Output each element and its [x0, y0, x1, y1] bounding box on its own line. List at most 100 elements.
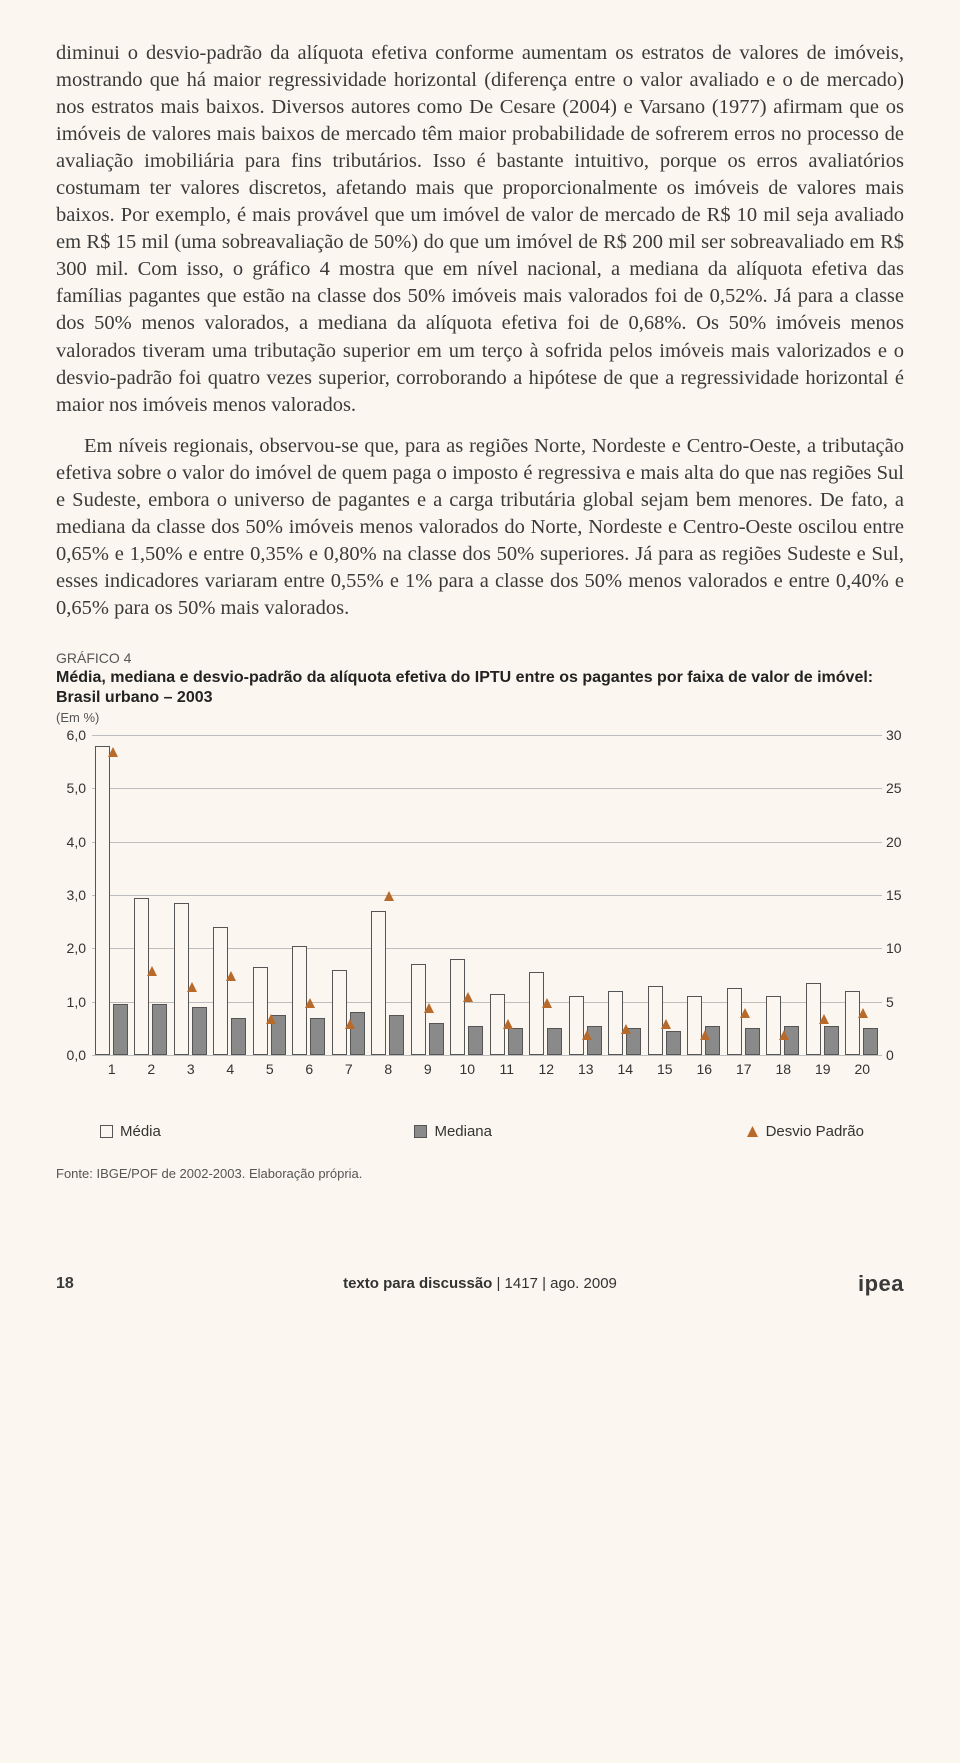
marker-desvio	[581, 1029, 591, 1039]
legend-swatch-desvio	[746, 1125, 759, 1138]
bar-mediana	[863, 1028, 878, 1055]
bar-mediana	[192, 1007, 207, 1055]
legend-swatch-media	[100, 1125, 113, 1138]
marker-desvio	[857, 1007, 867, 1017]
marker-desvio	[186, 981, 196, 991]
marker-desvio	[423, 1002, 433, 1012]
body-paragraph-2: Em níveis regionais, observou-se que, pa…	[56, 433, 904, 622]
legend-label-mediana: Mediana	[434, 1123, 492, 1140]
xtick: 1	[108, 1061, 116, 1077]
bar-media	[529, 972, 544, 1055]
bar-mediana	[389, 1015, 404, 1055]
legend-label-desvio: Desvio Padrão	[766, 1123, 864, 1140]
footer-center-text: texto para discussão | 1417 | ago. 2009	[343, 1275, 617, 1292]
chart-legend: Média Mediana Desvio Padrão	[56, 1117, 904, 1140]
ytick-right: 25	[886, 780, 916, 796]
xtick: 16	[696, 1061, 712, 1077]
xtick: 6	[305, 1061, 313, 1077]
bar-media	[845, 991, 860, 1055]
xtick: 7	[345, 1061, 353, 1077]
footer-series-title: texto para discussão	[343, 1275, 492, 1292]
xtick: 9	[424, 1061, 432, 1077]
page-number: 18	[56, 1275, 116, 1293]
chart-title: Média, mediana e desvio-padrão da alíquo…	[56, 668, 904, 708]
marker-desvio	[660, 1018, 670, 1028]
legend-media: Média	[100, 1123, 161, 1140]
xtick: 19	[815, 1061, 831, 1077]
marker-desvio	[778, 1029, 788, 1039]
marker-desvio	[383, 890, 393, 900]
marker-desvio	[225, 970, 235, 980]
legend-swatch-mediana	[414, 1125, 427, 1138]
chart-unit: (Em %)	[56, 710, 904, 725]
bar-media	[569, 996, 584, 1055]
bar-media	[95, 746, 110, 1055]
xtick: 3	[187, 1061, 195, 1077]
ytick-right: 15	[886, 887, 916, 903]
marker-desvio	[107, 746, 117, 756]
marker-desvio	[818, 1013, 828, 1023]
ytick-right: 10	[886, 940, 916, 956]
bar-mediana	[547, 1028, 562, 1055]
chart-label: GRÁFICO 4	[56, 650, 904, 666]
body-paragraph-1: diminui o desvio-padrão da alíquota efet…	[56, 40, 904, 419]
bar-mediana	[231, 1018, 246, 1055]
chart-container: 1234567891011121314151617181920 0,001,05…	[56, 735, 904, 1105]
legend-label-media: Média	[120, 1123, 161, 1140]
bar-mediana	[745, 1028, 760, 1055]
chart-x-axis: 1234567891011121314151617181920	[92, 1061, 882, 1083]
ytick-right: 0	[886, 1047, 916, 1063]
xtick: 13	[578, 1061, 594, 1077]
xtick: 17	[736, 1061, 752, 1077]
xtick: 15	[657, 1061, 673, 1077]
xtick: 11	[499, 1061, 514, 1077]
xtick: 20	[854, 1061, 870, 1077]
marker-desvio	[304, 997, 314, 1007]
bar-media	[727, 988, 742, 1055]
xtick: 14	[617, 1061, 633, 1077]
bar-mediana	[429, 1023, 444, 1055]
bar-mediana	[113, 1004, 128, 1055]
bar-mediana	[310, 1018, 325, 1055]
ytick-left: 1,0	[56, 994, 86, 1010]
marker-desvio	[462, 991, 472, 1001]
ytick-left: 2,0	[56, 940, 86, 956]
ytick-left: 0,0	[56, 1047, 86, 1063]
marker-desvio	[541, 997, 551, 1007]
bar-mediana	[824, 1026, 839, 1055]
chart-bars-layer	[92, 735, 882, 1055]
footer-issue: | 1417 | ago. 2009	[492, 1275, 617, 1292]
xtick: 4	[226, 1061, 234, 1077]
ytick-right: 5	[886, 994, 916, 1010]
xtick: 12	[538, 1061, 554, 1077]
marker-desvio	[344, 1018, 354, 1028]
xtick: 8	[384, 1061, 392, 1077]
bar-media	[174, 903, 189, 1055]
marker-desvio	[699, 1029, 709, 1039]
marker-desvio	[265, 1013, 275, 1023]
ytick-left: 3,0	[56, 887, 86, 903]
legend-desvio: Desvio Padrão	[746, 1123, 864, 1140]
bar-media	[766, 996, 781, 1055]
page-footer: 18 texto para discussão | 1417 | ago. 20…	[0, 1181, 960, 1325]
chart-source: Fonte: IBGE/POF de 2002-2003. Elaboração…	[56, 1166, 904, 1181]
bar-media	[253, 967, 268, 1055]
ytick-left: 5,0	[56, 780, 86, 796]
ytick-right: 20	[886, 834, 916, 850]
bar-mediana	[152, 1004, 167, 1055]
xtick: 10	[459, 1061, 475, 1077]
bar-media	[332, 970, 347, 1055]
xtick: 5	[266, 1061, 274, 1077]
xtick: 18	[775, 1061, 791, 1077]
bar-media	[371, 911, 386, 1055]
bar-media	[213, 927, 228, 1055]
bar-mediana	[508, 1028, 523, 1055]
bar-mediana	[666, 1031, 681, 1055]
bar-mediana	[468, 1026, 483, 1055]
marker-desvio	[739, 1007, 749, 1017]
ytick-left: 6,0	[56, 727, 86, 743]
footer-brand: ipea	[844, 1271, 904, 1297]
bar-media	[687, 996, 702, 1055]
bar-media	[450, 959, 465, 1055]
marker-desvio	[146, 965, 156, 975]
